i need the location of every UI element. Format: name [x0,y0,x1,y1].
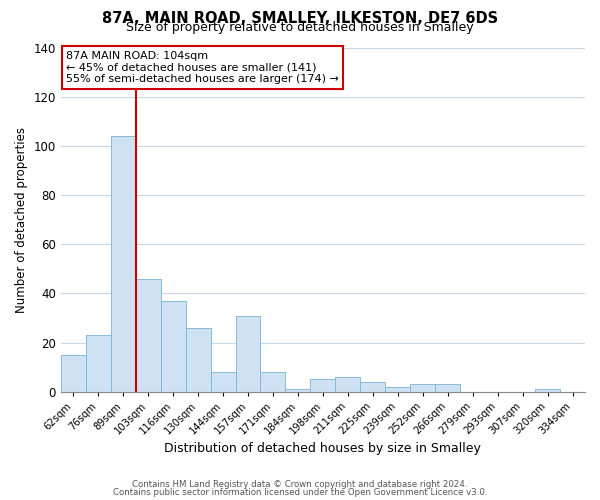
Text: 87A, MAIN ROAD, SMALLEY, ILKESTON, DE7 6DS: 87A, MAIN ROAD, SMALLEY, ILKESTON, DE7 6… [102,11,498,26]
Bar [361,382,385,392]
Bar [236,316,260,392]
Text: Contains HM Land Registry data © Crown copyright and database right 2024.: Contains HM Land Registry data © Crown c… [132,480,468,489]
Bar [335,377,361,392]
Bar [535,390,560,392]
Bar [286,390,310,392]
Bar [385,387,410,392]
Bar [161,301,185,392]
Y-axis label: Number of detached properties: Number of detached properties [15,126,28,312]
Text: Contains public sector information licensed under the Open Government Licence v3: Contains public sector information licen… [113,488,487,497]
Text: Size of property relative to detached houses in Smalley: Size of property relative to detached ho… [126,21,474,34]
Bar [136,278,161,392]
Bar [185,328,211,392]
Bar [435,384,460,392]
Text: 87A MAIN ROAD: 104sqm
← 45% of detached houses are smaller (141)
55% of semi-det: 87A MAIN ROAD: 104sqm ← 45% of detached … [66,51,339,84]
Bar [260,372,286,392]
Bar [211,372,236,392]
Bar [61,355,86,392]
Bar [410,384,435,392]
Bar [310,380,335,392]
Bar [86,335,111,392]
X-axis label: Distribution of detached houses by size in Smalley: Distribution of detached houses by size … [164,442,481,455]
Bar [111,136,136,392]
